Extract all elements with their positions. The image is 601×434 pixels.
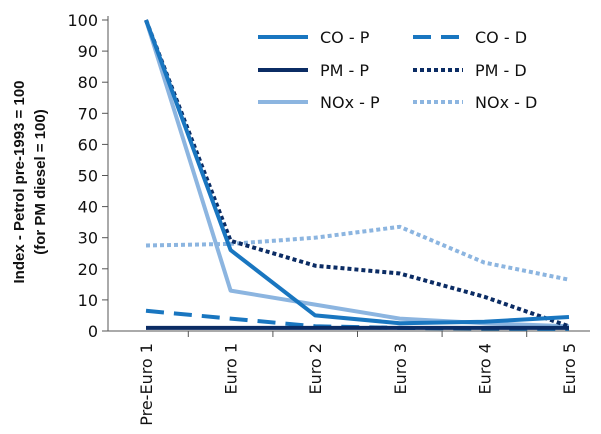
series-line-co-p xyxy=(144,19,570,326)
y-tick-label: 70 xyxy=(78,104,98,123)
x-tick-label: Euro 2 xyxy=(306,343,325,395)
x-tick-label: Euro 4 xyxy=(475,343,494,395)
y-tick-label: 60 xyxy=(78,135,98,154)
y-axis-label: Index - Petrol pre-1993 = 100 (for PM di… xyxy=(11,80,49,283)
legend-label-nox-d: NOx - D xyxy=(475,93,537,112)
y-tick-label: 0 xyxy=(88,322,98,341)
y-axis-label-line2: (for PM diesel = 100) xyxy=(32,109,49,254)
legend-label-co-d: CO - D xyxy=(475,28,527,47)
y-axis-label-line1: Index - Petrol pre-1993 = 100 xyxy=(11,80,28,283)
y-ticks: 0 10 20 30 40 50 60 70 80 90 100 xyxy=(67,11,108,341)
y-tick-label: 50 xyxy=(78,167,98,186)
legend-label-pm-p: PM - P xyxy=(320,61,369,80)
legend-label-co-p: CO - P xyxy=(320,28,370,47)
y-tick-label: 20 xyxy=(78,260,98,279)
x-tick-label: Euro 1 xyxy=(222,343,241,395)
x-tick-label: Euro 3 xyxy=(391,343,410,395)
x-tick-label: Pre-Euro 1 xyxy=(137,343,156,426)
series-lines xyxy=(144,19,570,331)
y-tick-label: 100 xyxy=(67,11,98,30)
y-tick-label: 90 xyxy=(78,42,98,61)
x-ticks: Pre-Euro 1 Euro 1 Euro 2 Euro 3 Euro 4 Euro 5 xyxy=(137,331,579,426)
series-line-nox-d xyxy=(145,224,570,282)
y-tick-label: 30 xyxy=(78,229,98,248)
series-line-pm-d xyxy=(144,19,570,329)
legend: CO - P CO - D PM - P PM - D NOx - P NOx - D xyxy=(258,28,537,112)
y-tick-label: 80 xyxy=(78,73,98,92)
legend-label-pm-d: PM - D xyxy=(475,61,527,80)
y-tick-label: 10 xyxy=(78,291,98,310)
legend-label-nox-p: NOx - P xyxy=(320,93,380,112)
y-tick-label: 40 xyxy=(78,198,98,217)
x-tick-label: Euro 5 xyxy=(560,343,579,395)
